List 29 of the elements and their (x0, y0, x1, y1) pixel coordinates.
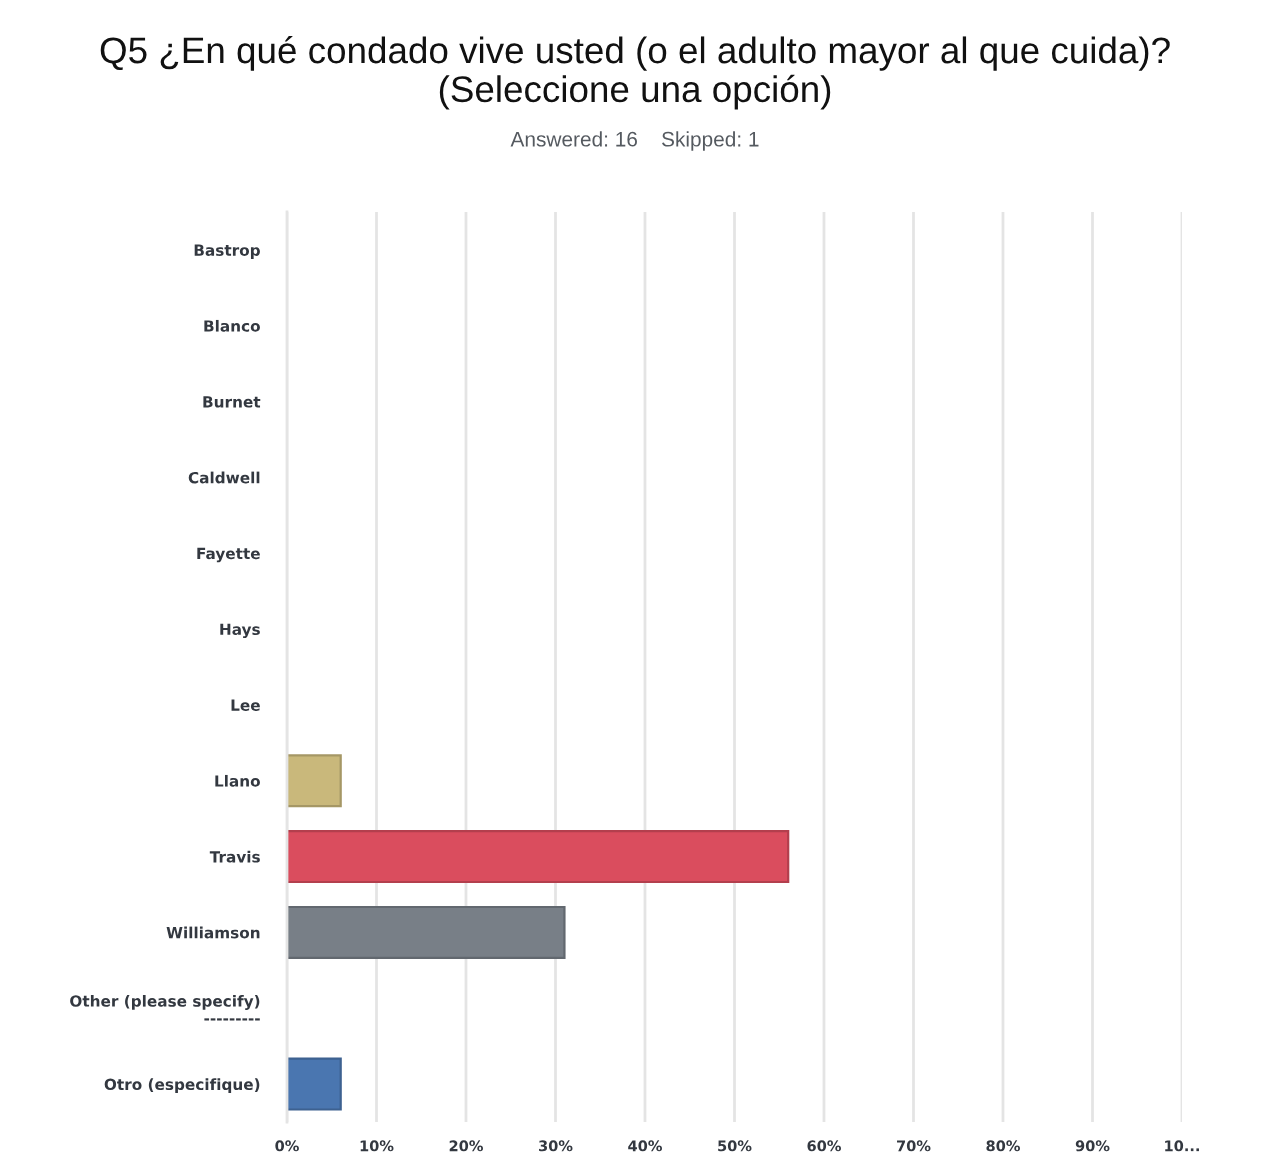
bar (287, 905, 566, 959)
chart-title: Q5 ¿En qué condado vive usted (o el adulto mayor al que cuida)? (Seleccione una opción) (100, 36, 1170, 110)
y-tick-label: Otro (especifique) (104, 1078, 260, 1094)
bar (287, 830, 790, 884)
x-tick-label: 60% (807, 1140, 841, 1152)
x-tick-label: 20% (449, 1140, 483, 1152)
y-tick-label: Lee (231, 699, 260, 711)
x-tick-label: 70% (897, 1140, 931, 1152)
x-tick-label: 80% (986, 1140, 1020, 1152)
bar (287, 1057, 342, 1111)
bar (287, 754, 342, 808)
x-tick-label: 10% (360, 1140, 394, 1152)
y-tick-label: Fayette (197, 547, 260, 563)
y-tick-label: Hays (220, 623, 260, 639)
chart-subtitle: Answered: 16 Skipped: 1 (510, 131, 759, 151)
y-tick-label: Other (please specify) --------- (70, 994, 260, 1021)
x-tick-label: 40% (628, 1140, 662, 1152)
x-tick-label: 30% (539, 1140, 573, 1152)
y-tick-label: Blanco (204, 319, 260, 332)
x-tick-label: 10... (1165, 1140, 1199, 1152)
y-tick-label: Llano (215, 774, 260, 787)
x-tick-label: 50% (718, 1140, 752, 1152)
x-tick-label: 0% (275, 1140, 299, 1152)
x-tick-label: 90% (1075, 1140, 1110, 1152)
y-tick-label: Bastrop (194, 244, 260, 259)
y-tick-label: Travis (209, 850, 260, 863)
y-tick-label: Burnet (203, 396, 261, 408)
y-tick-label: Caldwell (188, 471, 260, 484)
y-tick-label: Williamson (166, 926, 260, 939)
